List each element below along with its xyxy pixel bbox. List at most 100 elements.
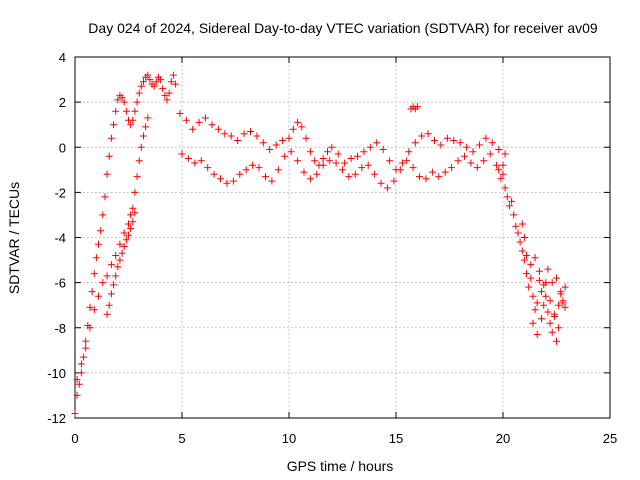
data-point [326,157,334,165]
data-point [86,324,94,332]
data-point [137,143,145,151]
data-point [437,141,445,149]
data-points [71,71,569,417]
data-point [105,152,113,160]
data-point [107,261,115,269]
x-axis-label: GPS time / hours [287,458,394,474]
data-point [531,306,539,314]
data-point [281,152,289,160]
data-point [131,107,139,115]
data-point [546,297,554,305]
data-point [152,78,160,86]
data-point [516,238,524,246]
data-point [202,114,209,122]
data-point [428,168,436,176]
data-point [75,380,83,388]
data-point [142,123,150,131]
data-point [287,148,295,156]
data-point [347,155,355,162]
data-point [77,369,85,377]
data-point [127,211,135,219]
data-point [135,89,143,97]
y-tick-label: -2 [54,185,66,200]
data-point [118,249,126,257]
data-point [501,184,509,192]
data-point [523,270,530,278]
data-point [328,143,336,151]
data-point [529,292,537,300]
data-point [544,308,552,316]
data-point [379,146,387,153]
data-point [71,410,79,417]
data-point [105,301,113,309]
data-point [103,272,111,280]
data-point [118,94,126,102]
y-tick-label: -12 [47,411,66,426]
data-point [294,157,302,165]
x-tick-label: 15 [389,431,403,446]
data-point [518,220,526,228]
data-point [334,150,342,158]
data-point [561,283,569,291]
data-point [495,166,503,174]
data-point [523,252,530,259]
y-tick-label: -8 [54,321,66,336]
data-point [461,152,468,160]
data-point [208,121,216,129]
data-point [159,85,167,93]
data-point [107,290,115,298]
data-point [360,148,368,156]
data-point [165,89,173,97]
data-point [302,134,310,142]
data-point [262,173,269,181]
data-point [92,254,100,262]
data-point [82,337,90,345]
ticks: 0 5 10 15 20 25 -12 -10 -8 -6 -4 -2 0 2 4 [47,50,617,446]
data-point [416,173,423,181]
data-point [116,240,124,248]
data-point [454,157,462,165]
y-axis-label: SDTVAR / TECUs [6,182,22,294]
data-point [259,139,267,147]
data-point [289,125,297,133]
data-point [112,272,120,280]
data-point [463,143,471,151]
data-point [189,125,197,133]
data-point [443,134,451,142]
data-point [125,220,132,228]
data-point [247,128,254,135]
data-point [204,164,212,172]
data-point [354,152,361,160]
data-point [172,80,180,88]
data-point [418,132,426,140]
data-point [467,159,475,167]
data-point [107,134,115,142]
data-point [144,71,152,79]
data-point [146,76,154,84]
data-point [497,175,505,183]
data-point [90,270,98,278]
data-point [90,306,98,314]
data-point [223,179,231,187]
data-point [294,118,302,126]
data-point [512,222,520,230]
data-point [300,168,308,176]
data-point [538,315,545,323]
data-point [306,175,314,183]
data-point [131,209,139,217]
data-point [553,274,560,282]
data-point [266,146,274,153]
data-point [531,254,539,262]
data-point [499,161,507,169]
data-point [538,288,545,296]
data-point [195,118,203,126]
data-point [140,132,147,140]
data-point [448,164,456,172]
data-point [114,96,122,104]
data-point [77,360,85,368]
data-point [535,267,543,275]
data-point [197,157,205,165]
data-point [377,179,385,187]
data-point [555,301,563,309]
